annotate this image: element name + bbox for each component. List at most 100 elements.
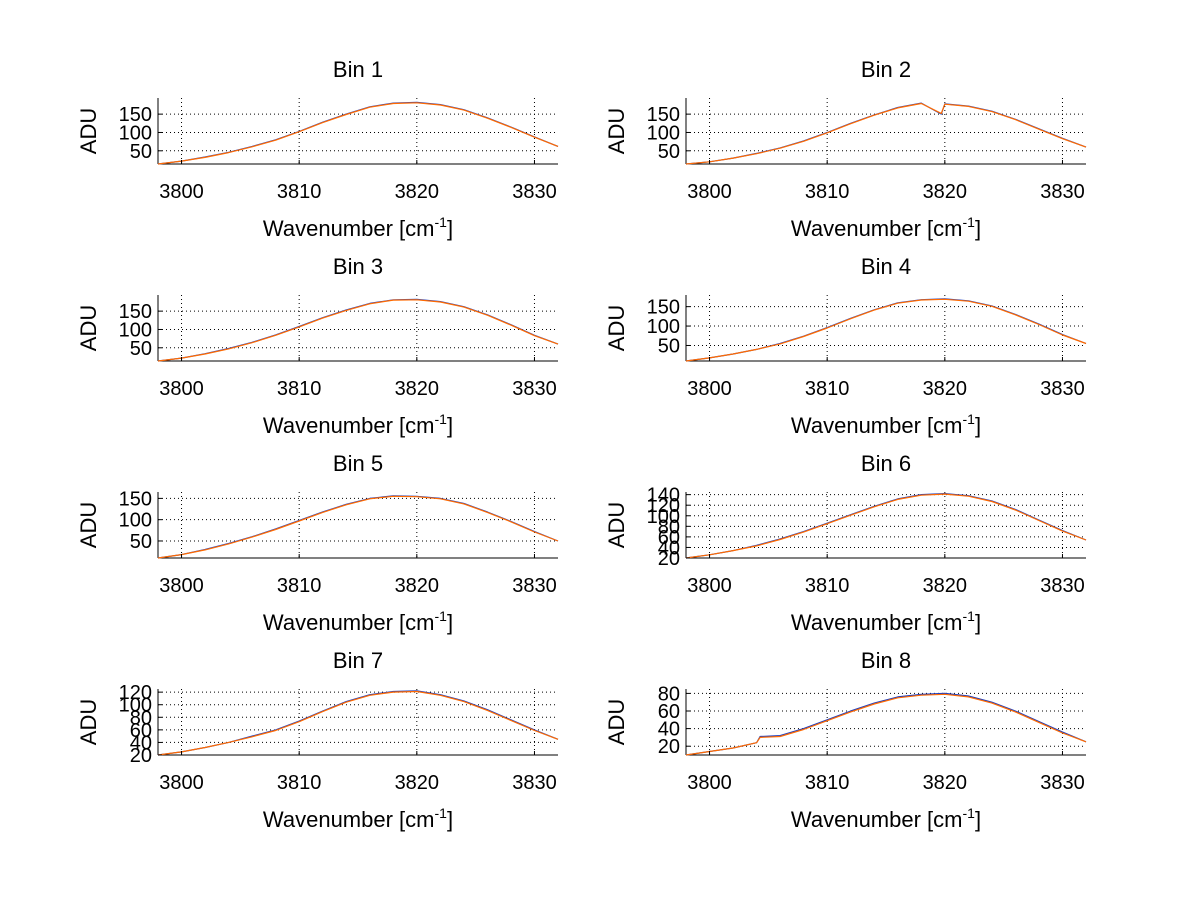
subplot-title: Bin 4 <box>861 254 911 279</box>
y-tick-label: 100 <box>647 122 680 144</box>
y-tick-label: 40 <box>658 537 680 559</box>
y-tick-label: 40 <box>130 732 152 754</box>
y-tick-label: 150 <box>647 297 680 319</box>
x-tick-label: 3830 <box>1040 181 1085 203</box>
x-tick-label: 3830 <box>512 378 557 400</box>
y-tick-label: 100 <box>647 506 680 528</box>
x-tick-label: 3810 <box>277 575 322 597</box>
series-line-2 <box>157 299 559 362</box>
y-axis-label: ADU <box>76 108 101 154</box>
y-tick-label: 20 <box>130 745 152 767</box>
series-line-2 <box>685 693 1087 756</box>
x-tick-label: 3830 <box>1040 772 1085 794</box>
y-axis-label: ADU <box>76 502 101 548</box>
y-axis-label: ADU <box>76 699 101 745</box>
y-tick-label: 50 <box>130 338 152 360</box>
x-axis-label: Wavenumber [cm-1] <box>263 805 453 832</box>
y-tick-label: 100 <box>119 695 152 717</box>
series-line-2 <box>157 690 559 756</box>
x-axis-label: Wavenumber [cm-1] <box>791 608 981 635</box>
x-tick-label: 3820 <box>923 378 968 400</box>
x-tick-label: 3810 <box>805 772 850 794</box>
subplot-title: Bin 5 <box>333 451 383 476</box>
x-tick-label: 3820 <box>923 575 968 597</box>
x-tick-label: 3800 <box>159 181 204 203</box>
y-tick-label: 50 <box>658 335 680 357</box>
y-tick-label: 150 <box>119 104 152 126</box>
subplot-title: Bin 8 <box>861 648 911 673</box>
y-axis-label: ADU <box>604 699 629 745</box>
y-tick-label: 100 <box>647 316 680 338</box>
series-line-1 <box>157 495 559 559</box>
x-axis-label: Wavenumber [cm-1] <box>263 608 453 635</box>
y-tick-label: 50 <box>130 531 152 553</box>
y-tick-label: 50 <box>130 141 152 163</box>
y-tick-label: 60 <box>658 701 680 723</box>
x-tick-label: 3800 <box>159 378 204 400</box>
y-tick-label: 100 <box>119 319 152 341</box>
x-tick-label: 3800 <box>687 378 732 400</box>
x-tick-label: 3820 <box>395 575 440 597</box>
x-tick-label: 3830 <box>1040 575 1085 597</box>
y-tick-label: 100 <box>119 122 152 144</box>
x-axis-label: Wavenumber [cm-1] <box>791 411 981 438</box>
x-tick-label: 3830 <box>1040 378 1085 400</box>
series-line-1 <box>685 102 1087 165</box>
y-tick-label: 150 <box>647 104 680 126</box>
x-tick-label: 3810 <box>805 378 850 400</box>
y-axis-label: ADU <box>604 108 629 154</box>
y-tick-label: 60 <box>658 527 680 549</box>
series-line-2 <box>685 298 1087 362</box>
y-tick-label: 20 <box>658 736 680 758</box>
x-tick-label: 3820 <box>395 378 440 400</box>
y-axis-label: ADU <box>76 305 101 351</box>
x-tick-label: 3830 <box>512 181 557 203</box>
series-line-2 <box>157 495 559 559</box>
series-line-2 <box>685 493 1087 559</box>
x-tick-label: 3810 <box>805 575 850 597</box>
y-tick-label: 50 <box>658 141 680 163</box>
x-tick-label: 3810 <box>277 772 322 794</box>
x-tick-label: 3820 <box>923 181 968 203</box>
x-tick-label: 3820 <box>923 772 968 794</box>
y-tick-label: 150 <box>119 488 152 510</box>
x-tick-label: 3830 <box>512 772 557 794</box>
y-tick-label: 120 <box>647 495 680 517</box>
x-axis-label: Wavenumber [cm-1] <box>263 411 453 438</box>
y-tick-label: 40 <box>658 719 680 741</box>
subplot-title: Bin 3 <box>333 254 383 279</box>
y-tick-label: 80 <box>658 516 680 538</box>
series-line-2 <box>685 102 1087 165</box>
subplot-title: Bin 6 <box>861 451 911 476</box>
x-axis-label: Wavenumber [cm-1] <box>791 214 981 241</box>
subplot-title: Bin 2 <box>861 57 911 82</box>
y-tick-label: 120 <box>119 682 152 704</box>
y-tick-label: 80 <box>658 683 680 705</box>
y-tick-label: 140 <box>647 485 680 507</box>
y-tick-label: 60 <box>130 720 152 742</box>
x-axis-label: Wavenumber [cm-1] <box>791 805 981 832</box>
x-tick-label: 3800 <box>687 772 732 794</box>
x-axis-label: Wavenumber [cm-1] <box>263 214 453 241</box>
x-tick-label: 3810 <box>277 378 322 400</box>
x-tick-label: 3820 <box>395 181 440 203</box>
y-tick-label: 80 <box>130 707 152 729</box>
x-tick-label: 3810 <box>805 181 850 203</box>
x-tick-label: 3800 <box>687 181 732 203</box>
x-tick-label: 3820 <box>395 772 440 794</box>
x-tick-label: 3830 <box>512 575 557 597</box>
x-tick-label: 3800 <box>159 772 204 794</box>
series-line-1 <box>157 690 559 756</box>
y-axis-label: ADU <box>604 305 629 351</box>
x-tick-label: 3800 <box>159 575 204 597</box>
x-tick-label: 3810 <box>277 181 322 203</box>
y-axis-label: ADU <box>604 502 629 548</box>
